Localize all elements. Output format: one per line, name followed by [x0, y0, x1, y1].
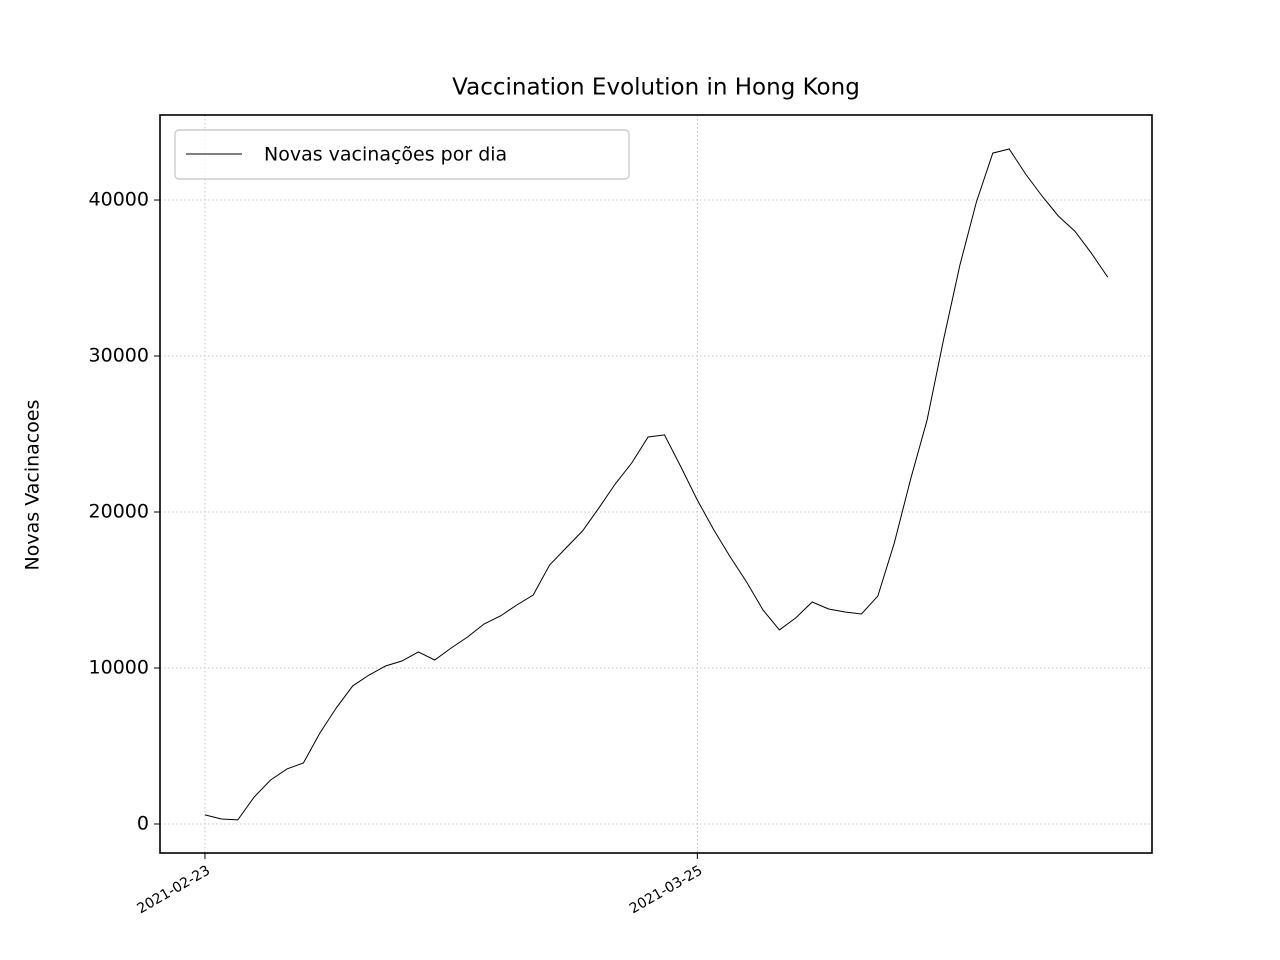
data-line: [204, 148, 1109, 821]
y-tick-label: 0: [137, 812, 149, 834]
legend-box: [174, 129, 630, 180]
y-axis-label: Novas Vacinacoes: [22, 400, 44, 571]
plot-frame: [159, 114, 1153, 854]
legend: Novas vacinações por dia: [174, 129, 630, 180]
y-tick-label: 40000: [89, 189, 149, 211]
y-tick-label: 20000: [89, 501, 149, 523]
y-tick-label: 10000: [89, 656, 149, 678]
y-tick-label: 30000: [89, 345, 149, 367]
legend-label: Novas vacinações por dia: [264, 144, 507, 166]
chart-title: Vaccination Evolution in Hong Kong: [452, 75, 860, 101]
